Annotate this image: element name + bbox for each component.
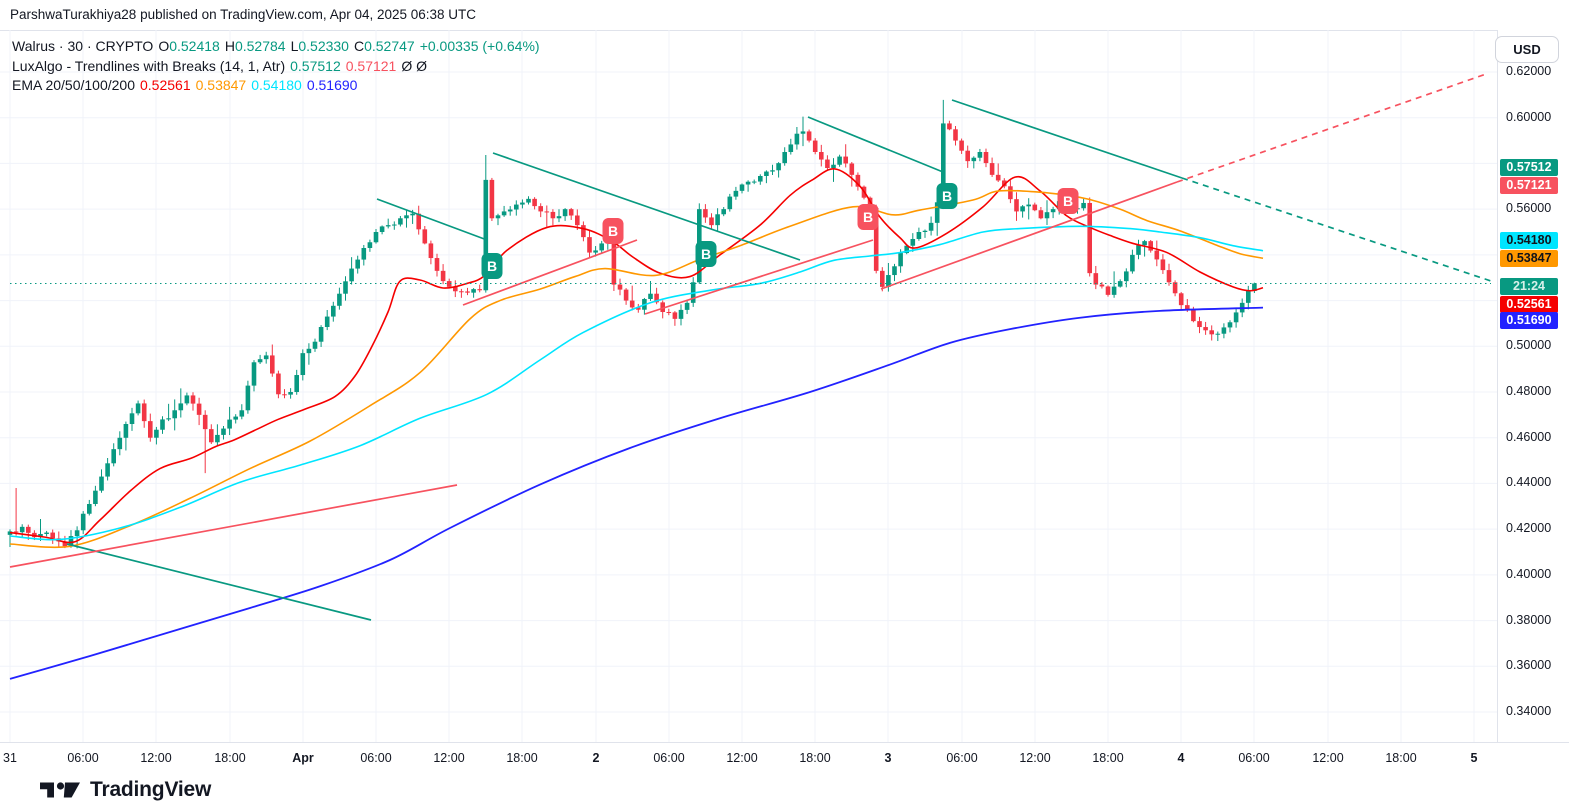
time-tick-label: 12:00	[1019, 751, 1051, 765]
time-tick-label: 06:00	[360, 751, 392, 765]
bar-countdown-badge: 21:24	[1500, 277, 1558, 295]
price-tick-label: 0.42000	[1506, 521, 1552, 536]
time-tick-label: 12:00	[433, 751, 465, 765]
svg-text:B: B	[608, 223, 618, 239]
legend-indicator-row[interactable]: LuxAlgo - Trendlines with Breaks (14, 1,…	[12, 57, 545, 77]
low-value: 0.52330	[298, 38, 349, 54]
time-tick-label: 4	[1177, 751, 1185, 765]
tradingview-wordmark: TradingView	[90, 778, 212, 801]
break-label-down: B	[857, 204, 879, 230]
chart-widget-border	[0, 30, 1569, 31]
tradingview-logo-icon	[40, 782, 80, 798]
price-tick-label: 0.44000	[1506, 475, 1552, 490]
time-tick-label: 18:00	[506, 751, 538, 765]
time-tick-label: 2	[592, 751, 600, 765]
time-tick-label: 5	[1470, 751, 1478, 765]
time-tick-label: Apr	[292, 751, 314, 765]
time-tick-label: 31	[3, 751, 17, 765]
chart-legend: Walrus · 30 · CRYPTO O0.52418 H0.52784 L0.5…	[12, 37, 545, 96]
ema20-value: 0.52561	[140, 77, 191, 93]
svg-text:B: B	[863, 209, 873, 225]
time-tick-label: 18:00	[214, 751, 246, 765]
break-label-down: B	[602, 218, 624, 244]
ema-title[interactable]: EMA 20/50/100/200	[12, 77, 135, 93]
price-tick-label: 0.36000	[1506, 658, 1552, 673]
change-value: +0.00335 (+0.64%)	[419, 38, 540, 54]
svg-text:B: B	[487, 258, 497, 274]
ema50-line[interactable]	[9, 189, 1264, 549]
break-label-up: B	[481, 253, 503, 279]
time-tick-label: 18:00	[1385, 751, 1417, 765]
time-tick-label: 18:00	[799, 751, 831, 765]
break-label-up: B	[695, 241, 717, 267]
trendline-upper-value: 0.57512	[290, 57, 341, 74]
price-axis[interactable]: USD 0.62000 0.60000 0.56000 0.50000 0.48000 0…	[1495, 30, 1569, 742]
price-tick-label: 0.50000	[1506, 338, 1552, 353]
time-tick-label: 06:00	[946, 751, 978, 765]
price-tick-label: 0.56000	[1506, 201, 1552, 216]
ema200-value: 0.51690	[306, 77, 358, 93]
ema50-value: 0.53847	[195, 77, 247, 93]
price-tick-label: 0.48000	[1506, 383, 1552, 398]
trendline-lower-badge: 0.57121	[1500, 176, 1558, 194]
luxalgo-trendlines[interactable]	[9, 73, 1492, 621]
open-label: O	[158, 38, 170, 54]
time-tick-label: 18:00	[1092, 751, 1124, 765]
price-tick-label: 0.62000	[1506, 64, 1552, 78]
trendline-lower-value: 0.57121	[345, 57, 397, 74]
chart-canvas[interactable]: B B B B B B	[0, 30, 1497, 742]
high-value: 0.52784	[234, 38, 286, 54]
price-tick-label: 0.40000	[1506, 566, 1552, 581]
ema50-badge: 0.53847	[1500, 249, 1558, 267]
price-tick-label: 0.46000	[1506, 429, 1552, 444]
candlesticks	[7, 99, 1257, 549]
time-tick-label: 3	[884, 751, 892, 765]
indicator-extra-values: Ø Ø	[401, 57, 428, 74]
time-tick-label: 12:00	[140, 751, 172, 765]
svg-text:B: B	[701, 246, 711, 262]
symbol-title[interactable]: Walrus · 30 · CRYPTO	[12, 38, 154, 54]
legend-symbol-row[interactable]: Walrus · 30 · CRYPTO O0.52418 H0.52784 L0.5…	[12, 37, 545, 57]
svg-text:B: B	[1063, 193, 1073, 209]
open-value: 0.52418	[169, 38, 220, 54]
grid	[0, 30, 1497, 742]
currency-button[interactable]: USD	[1495, 36, 1559, 63]
ema100-line[interactable]	[9, 225, 1264, 541]
close-value: 0.52747	[364, 38, 415, 54]
price-tick-label: 0.38000	[1506, 612, 1552, 627]
publish-bar: ParshwaTurakhiya28 published on TradingV…	[0, 0, 1569, 30]
price-tick-label: 0.60000	[1506, 109, 1552, 124]
low-label: L	[290, 38, 299, 54]
break-label-up: B	[936, 183, 958, 209]
time-tick-label: 06:00	[1238, 751, 1270, 765]
time-tick-label: 06:00	[67, 751, 99, 765]
break-label-down: B	[1057, 188, 1079, 214]
ema100-badge: 0.54180	[1500, 231, 1558, 249]
time-tick-label: 12:00	[1312, 751, 1344, 765]
ema20-line[interactable]	[9, 168, 1264, 544]
close-label: C	[353, 38, 365, 54]
tradingview-brand[interactable]: TradingView	[40, 778, 211, 802]
ema200-badge: 0.51690	[1500, 311, 1558, 329]
svg-text:B: B	[942, 188, 952, 204]
high-label: H	[224, 38, 235, 54]
time-tick-label: 12:00	[726, 751, 758, 765]
ema20-badge: 0.52561	[1500, 295, 1558, 313]
footer: TradingView	[0, 772, 1569, 810]
ema100-value: 0.54180	[251, 77, 302, 93]
legend-ema-row[interactable]: EMA 20/50/100/200 0.52561 0.53847 0.54180 0.…	[12, 76, 545, 96]
ema200-line[interactable]	[9, 306, 1264, 680]
publish-text: ParshwaTurakhiya28 published on TradingV…	[10, 7, 477, 22]
time-tick-label: 06:00	[653, 751, 685, 765]
time-axis[interactable]: 31 06:00 12:00 18:00 Apr 06:00 12:00 18:00 2 06:0…	[0, 742, 1569, 772]
trendline-upper-badge: 0.57512	[1500, 158, 1558, 176]
price-tick-label: 0.34000	[1506, 703, 1552, 718]
indicator-title[interactable]: LuxAlgo - Trendlines with Breaks (14, 1,…	[12, 57, 286, 74]
